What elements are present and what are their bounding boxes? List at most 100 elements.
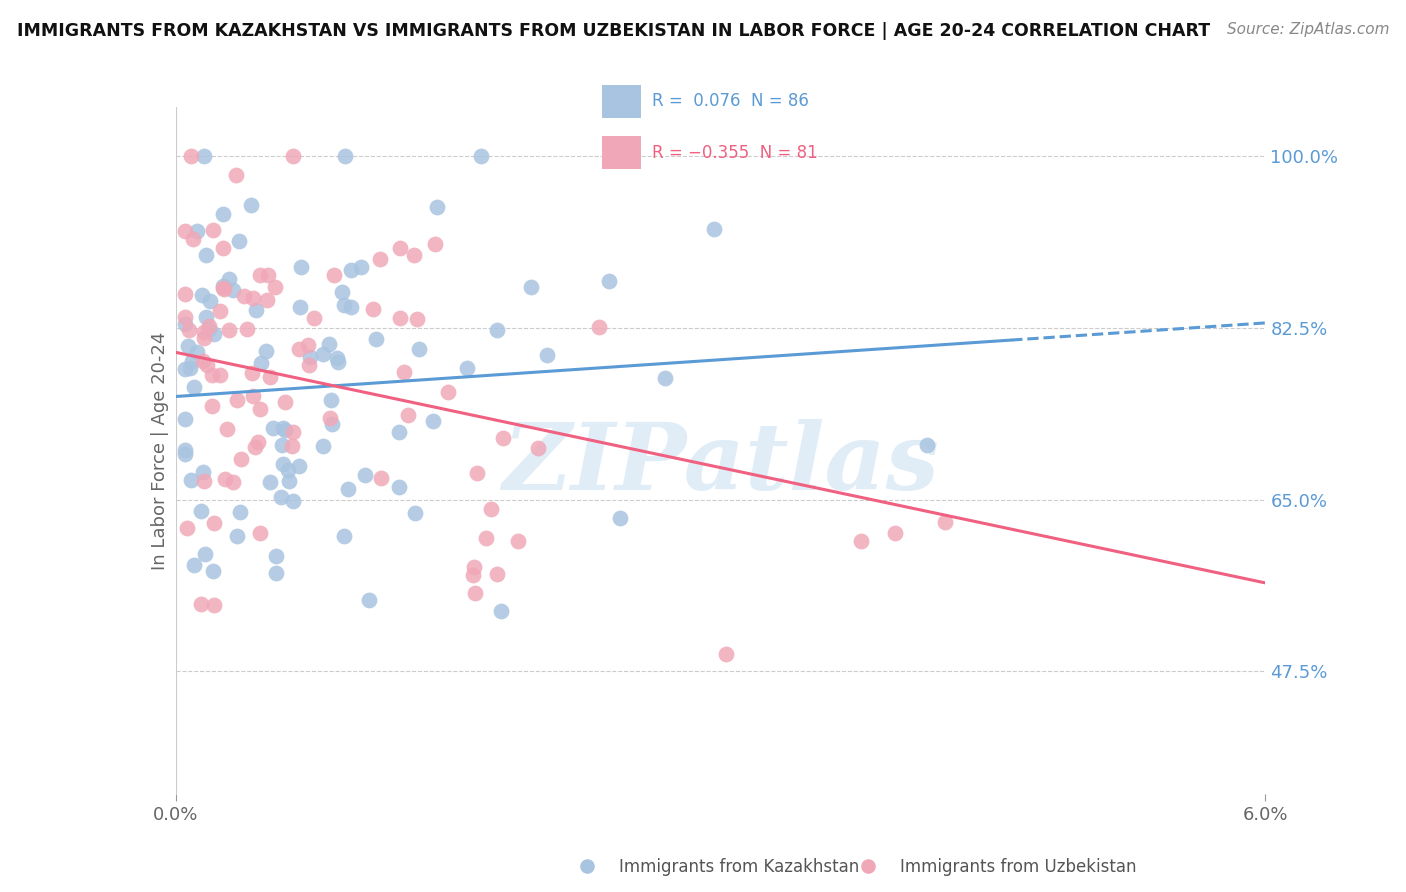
- Point: [226, 392, 249, 407]
- Point: [337, 482, 360, 496]
- Point: [281, 494, 304, 508]
- Point: [404, 248, 426, 262]
- Point: [270, 490, 292, 504]
- Point: [190, 597, 212, 611]
- Point: [437, 385, 460, 400]
- Point: [479, 502, 502, 516]
- Point: [242, 389, 264, 403]
- Point: [654, 371, 676, 385]
- Point: [598, 274, 620, 288]
- Point: [259, 475, 281, 489]
- Point: [249, 525, 271, 540]
- Point: [176, 521, 198, 535]
- Point: [177, 323, 200, 337]
- Text: Immigrants from Kazakhstan: Immigrants from Kazakhstan: [619, 858, 859, 876]
- Point: [288, 300, 311, 314]
- Point: [274, 395, 297, 409]
- Point: [354, 467, 377, 482]
- Point: [193, 149, 215, 163]
- Point: [201, 564, 224, 578]
- Point: [321, 417, 343, 431]
- Point: [194, 310, 217, 324]
- Point: [208, 304, 231, 318]
- Point: [193, 325, 215, 339]
- Point: [486, 566, 509, 581]
- Point: [312, 439, 335, 453]
- Point: [173, 411, 195, 425]
- Point: [202, 516, 225, 530]
- Point: [183, 232, 205, 246]
- Point: [332, 298, 354, 312]
- Point: [195, 358, 218, 372]
- Point: [259, 370, 281, 384]
- Point: [191, 288, 214, 302]
- Point: [236, 321, 259, 335]
- Point: [271, 457, 294, 471]
- Point: [274, 423, 297, 437]
- Point: [319, 410, 342, 425]
- Point: [211, 207, 233, 221]
- Point: [368, 252, 391, 266]
- Point: [201, 223, 224, 237]
- Point: [609, 511, 631, 525]
- Point: [264, 549, 287, 563]
- Point: [262, 421, 284, 435]
- Point: [211, 281, 233, 295]
- Point: [465, 466, 488, 480]
- Point: [229, 451, 252, 466]
- Point: [392, 365, 415, 379]
- Point: [340, 262, 363, 277]
- Point: [357, 593, 380, 607]
- Point: [177, 339, 200, 353]
- Bar: [602, 85, 641, 118]
- Point: [180, 474, 202, 488]
- Point: [934, 515, 956, 529]
- Point: [326, 355, 349, 369]
- Point: [425, 200, 447, 214]
- Point: [281, 149, 304, 163]
- Point: [201, 368, 224, 382]
- Point: [221, 475, 243, 489]
- Point: [246, 435, 269, 450]
- Point: [214, 472, 236, 486]
- Point: [492, 431, 515, 445]
- Point: [884, 525, 907, 540]
- Point: [281, 425, 304, 439]
- Point: [312, 347, 335, 361]
- Y-axis label: In Labor Force | Age 20-24: In Labor Force | Age 20-24: [150, 331, 169, 570]
- Point: [422, 413, 444, 427]
- Point: [520, 280, 543, 294]
- Point: [714, 648, 737, 662]
- Point: [423, 236, 446, 251]
- Point: [396, 409, 419, 423]
- Point: [256, 268, 278, 282]
- Point: [527, 441, 550, 455]
- Point: [849, 533, 872, 548]
- Point: [297, 338, 319, 352]
- Point: [456, 360, 478, 375]
- Point: [363, 302, 385, 317]
- Text: Immigrants from Uzbekistan: Immigrants from Uzbekistan: [900, 858, 1136, 876]
- Point: [576, 859, 599, 873]
- Point: [299, 351, 322, 365]
- Point: [256, 293, 278, 307]
- Point: [288, 343, 311, 357]
- Point: [183, 379, 205, 393]
- Point: [249, 356, 271, 370]
- Point: [304, 311, 326, 326]
- Point: [388, 310, 411, 325]
- Text: R =  0.076  N = 86: R = 0.076 N = 86: [652, 93, 810, 111]
- Point: [266, 566, 288, 581]
- Point: [245, 302, 267, 317]
- Point: [229, 505, 252, 519]
- Point: [271, 421, 294, 435]
- Text: IMMIGRANTS FROM KAZAKHSTAN VS IMMIGRANTS FROM UZBEKISTAN IN LABOR FORCE | AGE 20: IMMIGRANTS FROM KAZAKHSTAN VS IMMIGRANTS…: [17, 22, 1211, 40]
- Point: [330, 285, 353, 299]
- Point: [332, 529, 354, 543]
- Point: [239, 198, 262, 212]
- Point: [173, 287, 195, 301]
- Point: [249, 268, 271, 283]
- Point: [218, 272, 240, 286]
- Point: [298, 359, 321, 373]
- Point: [179, 360, 201, 375]
